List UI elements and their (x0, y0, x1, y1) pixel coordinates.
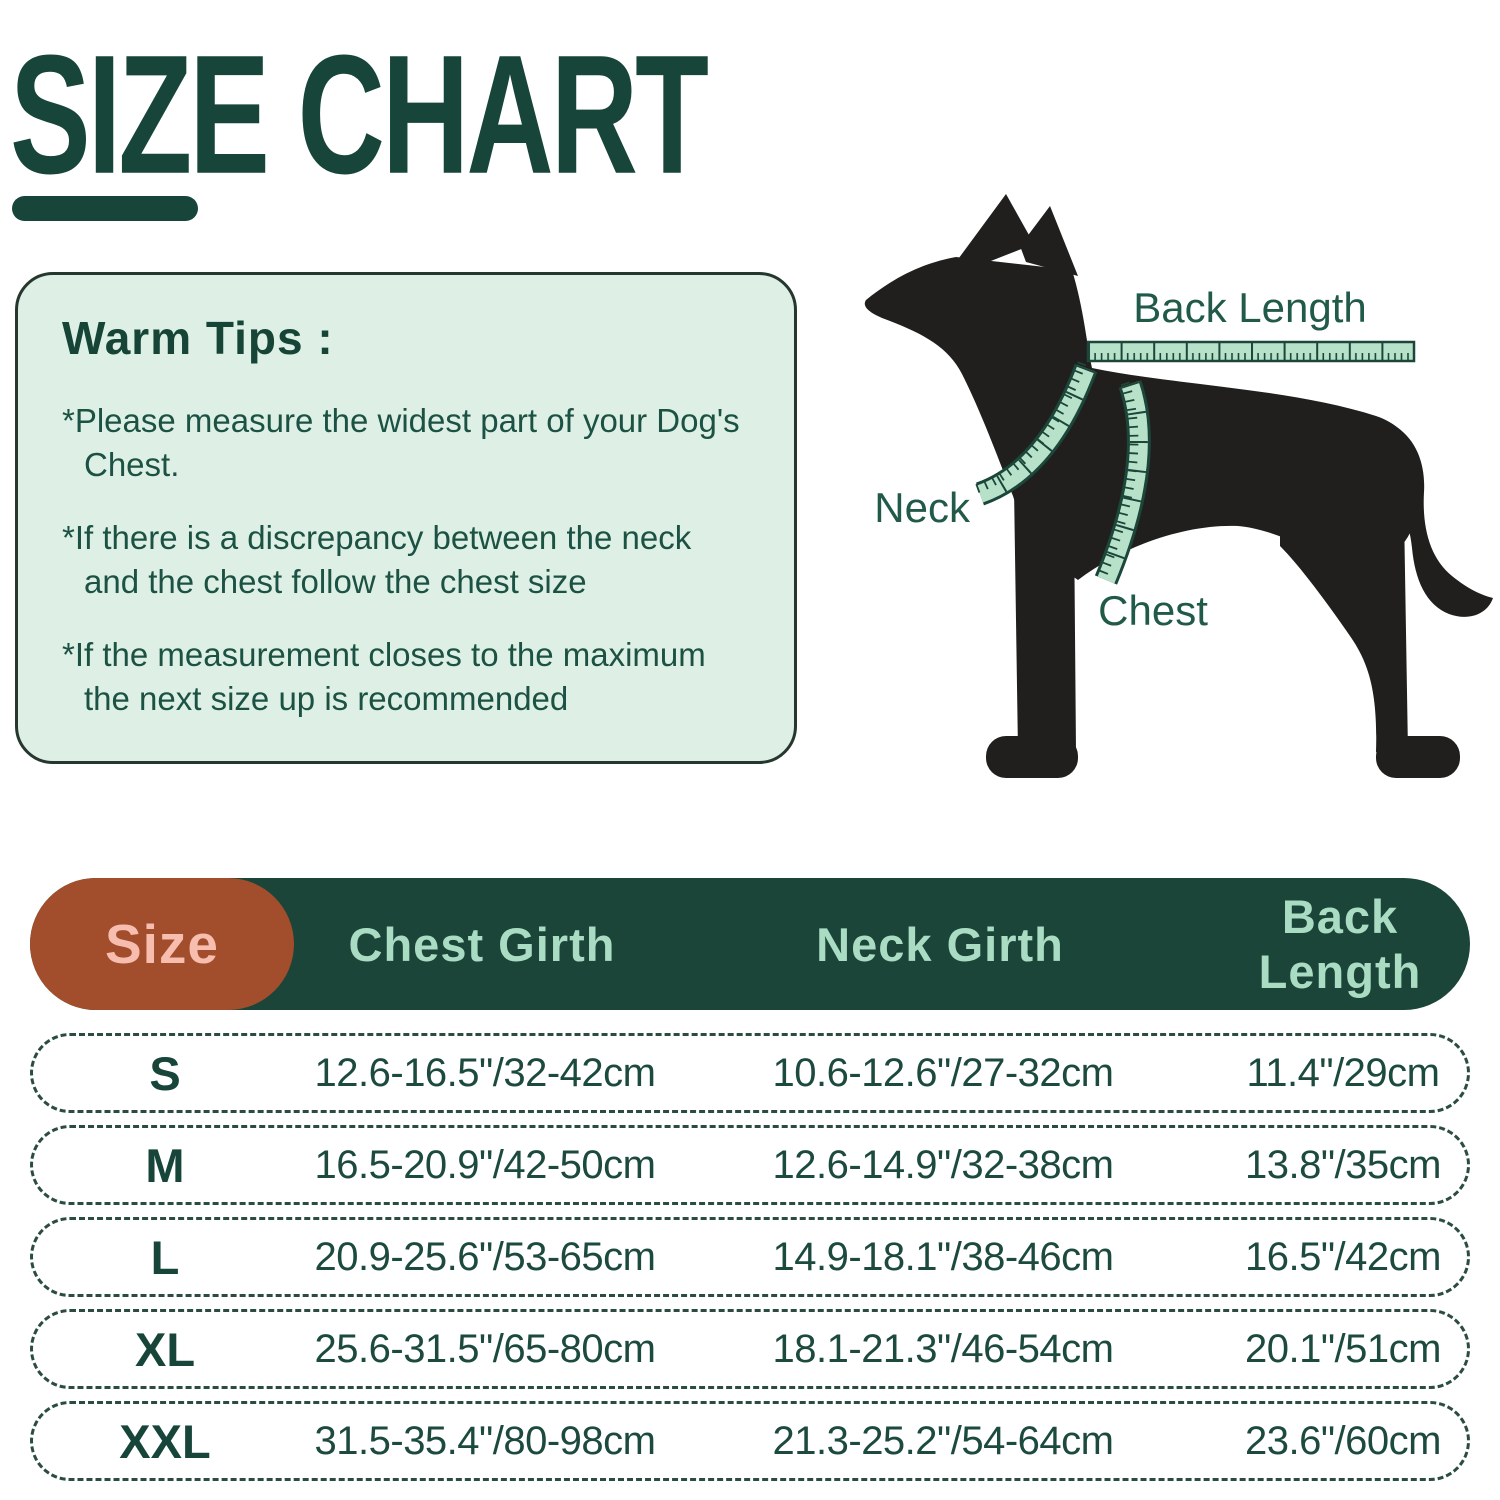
dog-front-foot (986, 736, 1078, 778)
row-neck-girth-value: 10.6-12.6"/27-32cm (772, 1050, 1114, 1095)
row-size-value: S (149, 1046, 181, 1100)
dog-tail (1349, 415, 1493, 617)
neck-tape-icon (974, 361, 1098, 506)
row-back-length-value: 16.5"/42cm (1245, 1234, 1441, 1279)
warm-tips-box: Warm Tips : *Please measure the widest p… (15, 272, 797, 764)
dog-hind-foot (1376, 736, 1460, 778)
row-neck-girth-value: 12.6-14.9"/32-38cm (772, 1142, 1114, 1187)
row-chest-girth-value: 25.6-31.5"/65-80cm (314, 1326, 656, 1371)
header-neck-girth: Neck Girth (816, 917, 1064, 971)
row-neck-girth-value: 21.3-25.2"/54-64cm (772, 1418, 1114, 1463)
row-size-value: M (145, 1138, 185, 1192)
dog-ear-front (956, 194, 1034, 270)
row-back-length-value: 11.4"/29cm (1246, 1050, 1440, 1095)
dog-measurement-diagram: Back Length Neck Chest (820, 170, 1500, 820)
size-rows: S 12.6-16.5"/32-42cm 10.6-12.6"/27-32cm … (30, 1033, 1470, 1493)
warm-tip-item: *If the measurement closes to the maximu… (62, 636, 706, 717)
size-table-row: XXL 31.5-35.4"/80-98cm 21.3-25.2"/54-64c… (30, 1401, 1470, 1481)
row-back-length-value: 23.6"/60cm (1245, 1418, 1441, 1463)
row-chest-girth-value: 12.6-16.5"/32-42cm (314, 1050, 656, 1095)
row-neck-girth-value: 18.1-21.3"/46-54cm (772, 1326, 1114, 1371)
chest-diagram-label: Chest (1098, 587, 1208, 634)
header-chest-girth: Chest Girth (348, 917, 616, 971)
size-table-row: L 20.9-25.6"/53-65cm 14.9-18.1"/38-46cm … (30, 1217, 1470, 1297)
dog-hind-leg (1280, 512, 1408, 752)
row-chest-girth-value: 20.9-25.6"/53-65cm (314, 1234, 656, 1279)
row-back-length-value: 13.8"/35cm (1245, 1142, 1441, 1187)
header-size-label: Size (104, 913, 220, 975)
row-chest-girth-value: 16.5-20.9"/42-50cm (314, 1142, 656, 1187)
row-size-value: XXL (119, 1414, 211, 1468)
chest-tape-icon (1094, 380, 1151, 585)
row-size-value: XL (134, 1322, 196, 1376)
row-chest-girth-value: 31.5-35.4"/80-98cm (314, 1418, 656, 1463)
dog-diagram-svg: Back Length Neck Chest (864, 194, 1493, 778)
header-back-length: Back Length (1258, 890, 1422, 998)
page-title: SIZE CHART (10, 18, 709, 210)
row-back-length-value: 20.1"/51cm (1245, 1326, 1441, 1371)
warm-tips-heading: Warm Tips : (62, 312, 334, 364)
size-table-row: M 16.5-20.9"/42-50cm 12.6-14.9"/32-38cm … (30, 1125, 1470, 1205)
title-underline (12, 196, 198, 221)
size-table-header: Chest Girth Neck Girth Back Length Size (30, 878, 1470, 1010)
back-length-ruler-icon (1086, 340, 1416, 363)
back-length-diagram-label: Back Length (1133, 284, 1367, 331)
row-size-value: L (150, 1230, 180, 1284)
warm-tips-list: *Please measure the widest part of your … (62, 399, 750, 720)
row-neck-girth-value: 14.9-18.1"/38-46cm (772, 1234, 1114, 1279)
dog-ear-back (1020, 206, 1078, 276)
warm-tip-item: *If there is a discrepancy between the n… (62, 519, 692, 600)
header-size-pill: Size (30, 878, 294, 1010)
size-table-row: XL 25.6-31.5"/65-80cm 18.1-21.3"/46-54cm… (30, 1309, 1470, 1389)
neck-diagram-label: Neck (874, 484, 971, 531)
dog-front-leg (1014, 488, 1076, 752)
size-table-row: S 12.6-16.5"/32-42cm 10.6-12.6"/27-32cm … (30, 1033, 1470, 1113)
warm-tip-item: *Please measure the widest part of your … (62, 402, 740, 483)
